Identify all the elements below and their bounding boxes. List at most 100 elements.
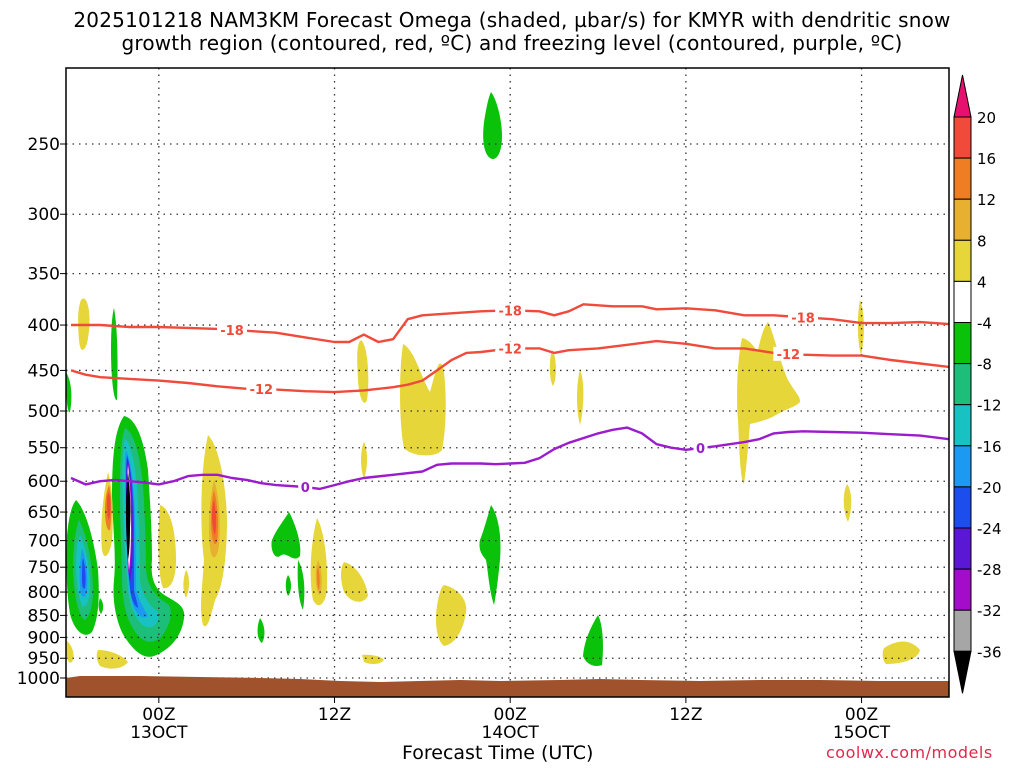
y-tick-label-950: 950 (28, 649, 60, 669)
y-tick-label-850: 850 (28, 606, 60, 626)
contour-label-1-0: -12 (250, 383, 274, 398)
omega-region (183, 570, 189, 598)
colorbar-label-8: -16 (977, 438, 1002, 456)
colorbar-swatch-6 (953, 322, 972, 365)
terrain-surface (66, 676, 949, 697)
colorbar-label-6: -8 (977, 356, 992, 374)
chart-title-line-2: growth region (contoured, red, ºC) and f… (121, 31, 903, 55)
x-tick-label-4-1: 15OCT (833, 723, 891, 740)
x-tick-label-4-0: 00Z (845, 705, 878, 725)
source-credit: coolwx.com/models (826, 743, 993, 762)
colorbar-swatch-7 (953, 363, 972, 406)
omega-cross-section-chart: -18 -18 -18 -12 -12 -12 0 0 250 300 350 400 450 500 5… (17, 67, 1002, 740)
omega-region (158, 505, 176, 589)
x-tick-label-0-1: 13OCT (130, 723, 188, 740)
omega-region (362, 654, 384, 665)
y-tick-label-600: 600 (28, 472, 60, 492)
contour-label-0-1: -18 (498, 304, 522, 319)
y-tick-label-250: 250 (28, 135, 60, 155)
contour-label-bg (495, 341, 526, 356)
y-tick-label-450: 450 (28, 361, 60, 381)
y-tick-label-650: 650 (28, 503, 60, 523)
colorbar-swatch-8 (953, 404, 972, 447)
colorbar-swatch-4 (953, 239, 972, 282)
omega-region (66, 640, 74, 663)
omega-region (483, 92, 502, 160)
omega-region (82, 558, 86, 589)
colorbar-swatch-5 (953, 280, 972, 323)
contour-label-bg (246, 382, 277, 397)
colorbar-label-0: 20 (977, 109, 996, 127)
y-tick-label-750: 750 (28, 558, 60, 578)
colorbar-swatch-10 (953, 486, 972, 529)
y-tick-label-400: 400 (28, 316, 60, 336)
omega-region (98, 598, 104, 614)
chart-title-line-1: 2025101218 NAM3KM Forecast Omega (shaded… (73, 8, 951, 32)
x-tick-label-2-0: 00Z (494, 705, 527, 725)
y-tick-label-1000: 1000 (17, 669, 60, 689)
colorbar-swatch-12 (953, 568, 972, 611)
colorbar-label-9: -20 (977, 479, 1002, 497)
omega-region (436, 585, 467, 646)
plot-border (65, 67, 950, 698)
contour-label-1-1: -12 (498, 342, 522, 357)
y-tick-label-500: 500 (28, 402, 60, 422)
colorbar-swatch-3 (953, 198, 972, 241)
temperature-contours: -18 -18 -18 -12 -12 -12 0 0 (70, 303, 949, 496)
time-gridlines (158, 68, 863, 697)
colorbar-label-3: 8 (977, 232, 987, 250)
x-tick-label-2-1: 14OCT (482, 723, 540, 740)
omega-region (126, 472, 131, 560)
colorbar-swatch-bottom (953, 650, 972, 694)
contour-label-bg (693, 441, 708, 456)
contour-label-bg (495, 303, 526, 318)
colorbar-swatch-13 (953, 609, 972, 652)
colorbar-label-12: -32 (977, 602, 1002, 620)
colorbar-label-7: -12 (977, 397, 1002, 415)
x-tick-label-0-0: 00Z (142, 705, 175, 725)
colorbar-label-5: -4 (977, 315, 992, 333)
omega-region (737, 322, 801, 484)
x-axis-tick-labels: 00Z13OCT202512Z00Z14OCT12Z00Z15OCT (130, 697, 891, 740)
contour-label-0-2: -18 (791, 311, 815, 326)
y-tick-label-900: 900 (28, 628, 60, 648)
omega-region (400, 344, 446, 456)
contour-label-bg (788, 310, 818, 325)
omega-region (96, 650, 128, 669)
y-tick-label-300: 300 (28, 205, 60, 225)
omega-region (271, 512, 301, 559)
y-tick-label-550: 550 (28, 439, 60, 459)
colorbar-swatch-9 (953, 445, 972, 488)
omega-shading (66, 92, 920, 669)
contour-label-2-1: 0 (696, 442, 705, 457)
contour-label-bg (773, 346, 804, 361)
omega-region (843, 484, 852, 522)
colorbar-label-4: 4 (977, 273, 987, 291)
omega-colorbar: 20 16 12 8 4 -4 -8 -12 -16 -20 -24 -28 -32 -36 (953, 74, 1002, 694)
contour-label-bg (217, 322, 248, 337)
omega-region (285, 575, 291, 596)
omega-region (66, 372, 72, 413)
omega-region (577, 370, 584, 425)
omega-region (361, 442, 367, 478)
omega-region (357, 340, 369, 403)
colorbar-swatch-top (953, 74, 972, 118)
contour-line-2 (70, 426, 949, 491)
contour-label-2-0: 0 (301, 481, 310, 496)
y-tick-label-700: 700 (28, 532, 60, 552)
omega-region (310, 518, 328, 606)
omega-region (107, 492, 111, 520)
omega-region (317, 566, 320, 590)
contour-label-1-2: -12 (777, 348, 801, 363)
colorbar-swatch-11 (953, 527, 972, 570)
y-tick-label-350: 350 (28, 265, 60, 285)
omega-region (549, 350, 556, 386)
omega-region (341, 562, 368, 602)
y-tick-label-800: 800 (28, 583, 60, 603)
colorbar-label-1: 16 (977, 150, 996, 168)
omega-region (479, 505, 501, 605)
contour-label-0-0: -18 (220, 324, 244, 339)
pressure-gridlines (66, 143, 949, 679)
x-axis-label: Forecast Time (UTC) (402, 742, 594, 764)
colorbar-label-10: -24 (977, 520, 1002, 538)
